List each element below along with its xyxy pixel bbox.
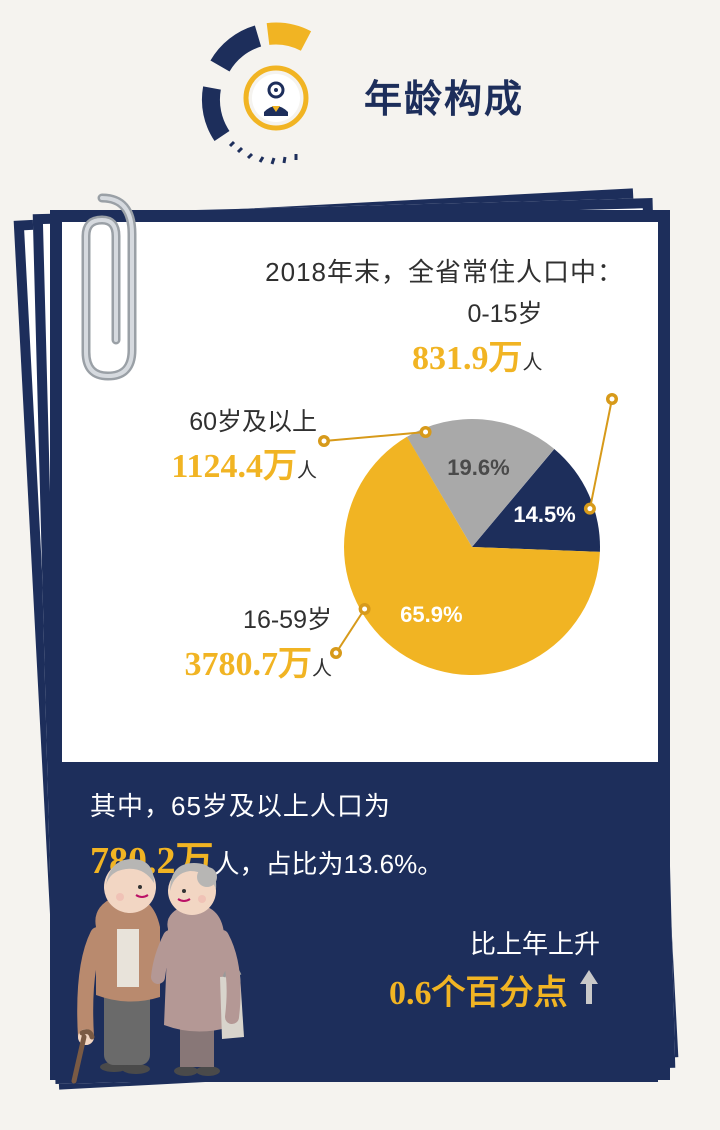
pie-chart: 14.5%19.6% 65.9% bbox=[322, 397, 582, 657]
callout-young-unit: 人 bbox=[523, 352, 543, 374]
svg-text:14.5%: 14.5% bbox=[513, 502, 575, 527]
svg-text:19.6%: 19.6% bbox=[447, 455, 509, 480]
callout-old-num: 1124.4万 bbox=[171, 448, 297, 485]
callout-old-unit: 人 bbox=[297, 460, 317, 482]
header-title: 年龄构成 bbox=[364, 68, 524, 123]
callout-young: 0-15岁 831.9万人 bbox=[412, 294, 543, 379]
callout-young-num: 831.9万 bbox=[412, 340, 523, 377]
navy-line1: 其中，65岁及以上人口为 bbox=[90, 786, 630, 823]
header-logo-icon bbox=[196, 20, 356, 170]
arrow-up-icon bbox=[578, 968, 600, 1011]
header: 年龄构成 bbox=[196, 20, 524, 170]
callout-mid-num: 3780.7万 bbox=[185, 646, 313, 683]
elderly-couple-icon bbox=[52, 837, 272, 1092]
intro-text: 2018年末，全省常住人口中： bbox=[82, 252, 624, 289]
callout-old-age: 60岁及以上 bbox=[67, 402, 317, 438]
callout-old: 60岁及以上 1124.4万人 bbox=[67, 402, 317, 487]
navy-area: 其中，65岁及以上人口为 780.2万人，占比为13.6%。 比上年上升 0.6… bbox=[62, 762, 658, 1082]
navy-change: 0.6个百分点 bbox=[389, 975, 568, 1012]
svg-text:65.9%: 65.9% bbox=[400, 602, 462, 627]
callout-mid: 16-59岁 3780.7万人 bbox=[72, 600, 332, 685]
callout-young-age: 0-15岁 bbox=[412, 294, 543, 330]
card-stack: 2018年末，全省常住人口中： 0-15岁 831.9万人 60岁及以上 112… bbox=[50, 210, 670, 1110]
callout-mid-age: 16-59岁 bbox=[72, 600, 332, 636]
paperclip-icon bbox=[32, 180, 152, 405]
